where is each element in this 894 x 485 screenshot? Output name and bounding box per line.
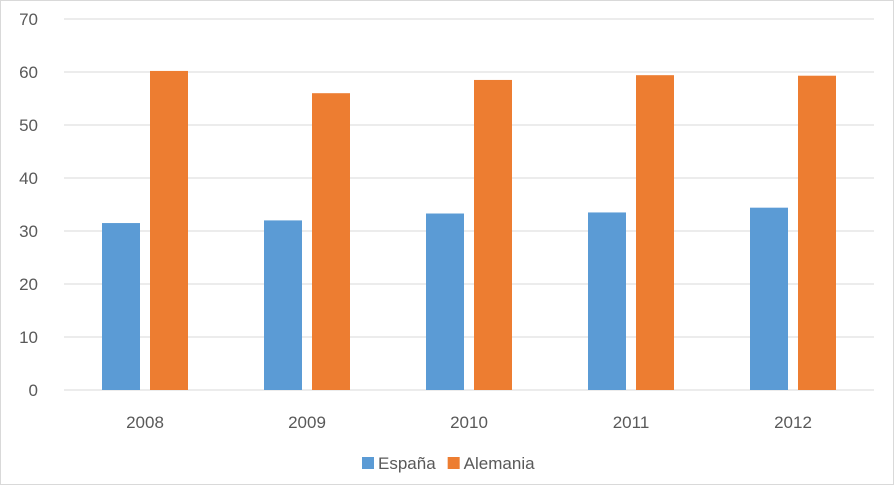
bar-alemania-2009 <box>312 93 350 390</box>
bar-espa-a-2010 <box>426 213 464 390</box>
y-tick-label: 0 <box>29 381 38 400</box>
y-tick-label: 20 <box>19 275 38 294</box>
legend-label: Alemania <box>464 454 535 473</box>
x-tick-label: 2008 <box>126 413 164 432</box>
bar-espa-a-2008 <box>102 223 140 390</box>
bars <box>102 70 836 391</box>
x-tick-label: 2009 <box>288 413 326 432</box>
x-tick-label: 2011 <box>613 413 650 432</box>
bar-alemania-2012 <box>798 75 836 391</box>
x-tick-label: 2010 <box>450 413 488 432</box>
legend-swatch <box>362 457 374 469</box>
y-axis-ticks: 0 10 20 30 40 50 60 70 <box>19 10 38 400</box>
y-tick-label: 30 <box>19 222 38 241</box>
x-axis-ticks: 2008 2009 2010 2011 2012 <box>126 413 812 432</box>
legend-label: España <box>378 454 436 473</box>
legend: España Alemania <box>362 454 535 473</box>
bar-alemania-2008 <box>150 70 188 390</box>
bar-espa-a-2011 <box>588 212 626 390</box>
bar-alemania-2010 <box>474 79 512 390</box>
bar-alemania-2011 <box>636 75 674 391</box>
bar-espa-a-2009 <box>264 220 302 390</box>
y-tick-label: 70 <box>19 10 38 29</box>
bar-espa-a-2012 <box>750 207 788 390</box>
legend-swatch <box>447 457 460 469</box>
y-tick-label: 40 <box>19 169 38 188</box>
y-tick-label: 50 <box>19 116 38 135</box>
y-tick-label: 10 <box>19 328 38 347</box>
gridlines <box>64 18 874 391</box>
y-tick-label: 60 <box>19 63 38 82</box>
x-tick-label: 2012 <box>774 413 812 432</box>
